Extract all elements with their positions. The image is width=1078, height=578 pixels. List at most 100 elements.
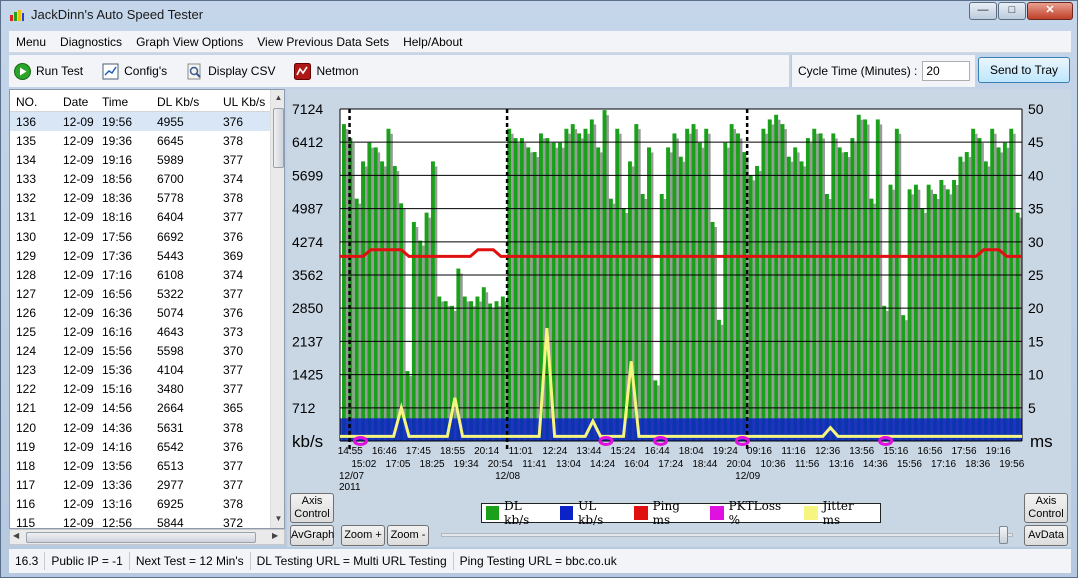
legend-dl-swatch [486,506,500,520]
table-row[interactable]: 136 12-09 19:56 4955 376 [10,112,270,132]
dl-bar [875,119,880,441]
table-row[interactable]: 119 12-09 14:16 6542 376 [10,437,270,456]
menu-help-about[interactable]: Help/About [403,34,463,49]
graph-slider-thumb[interactable] [999,526,1008,544]
cell-no: 133 [16,172,37,187]
close-button[interactable]: ✕ [1027,2,1073,20]
cell-dl: 6404 [157,210,184,225]
cell-no: 124 [16,344,37,359]
graph-slider-track[interactable] [441,533,1013,537]
axis-control-right-button[interactable]: Axis Control [1024,493,1068,523]
header-dl[interactable]: DL Kb/s [157,95,200,109]
table-row[interactable]: 128 12-09 17:16 6108 374 [10,265,270,284]
minimize-button[interactable]: — [969,2,997,20]
dl-bar-shadow [600,152,603,442]
table-row[interactable]: 134 12-09 19:16 5989 377 [10,150,270,169]
cell-dl: 6692 [157,229,184,244]
dl-bar [869,198,874,441]
table-row[interactable]: 127 12-09 16:56 5322 377 [10,284,270,303]
menu-view-previous-data-sets[interactable]: View Previous Data Sets [257,34,390,49]
header-ul[interactable]: UL Kb/s [223,95,266,109]
zoom-out-button[interactable]: Zoom - [387,525,429,546]
scroll-up-arrow[interactable]: ▲ [274,93,283,102]
dl-bar [780,124,785,442]
dl-bar-shadow [759,171,762,441]
cycle-time-input[interactable]: 20 [922,61,971,81]
dl-bar-shadow [708,133,711,441]
x-tick-label-top: 12:24 [542,446,567,457]
header-time[interactable]: Time [102,95,129,109]
table-row[interactable]: 135 12-09 19:36 6645 378 [10,131,270,150]
dl-bar-shadow [542,138,546,441]
horizontal-scroll-thumb[interactable] [26,532,256,543]
cell-ul: 374 [223,172,244,187]
menu-menu[interactable]: Menu [16,34,47,49]
grid-vertical-scrollbar[interactable]: ▲ ▼ [270,90,284,528]
vertical-scroll-thumb[interactable] [273,108,284,168]
dl-bar-shadow [828,199,832,441]
table-row[interactable]: 125 12-09 16:16 4643 373 [10,322,270,341]
cell-date: 12-09 [63,477,94,492]
x-tick-label-bottom: 17:24 [658,459,683,470]
dl-bar [424,212,429,441]
table-row[interactable]: 116 12-09 13:16 6925 378 [10,494,270,513]
table-row[interactable]: 126 12-09 16:36 5074 376 [10,303,270,322]
table-row[interactable]: 118 12-09 13:56 6513 377 [10,456,270,475]
display-csv-button[interactable]: Display CSV [186,63,275,80]
maximize-button[interactable]: □ [998,2,1026,20]
table-row[interactable]: 117 12-09 13:36 2977 377 [10,475,270,494]
dl-bar [913,184,918,441]
scroll-right-arrow[interactable]: ▶ [272,531,279,540]
cell-ul: 377 [223,210,244,225]
table-row[interactable]: 124 12-09 15:56 5598 370 [10,341,270,360]
table-row[interactable]: 132 12-09 18:36 5778 378 [10,188,270,207]
toolbar: Run Test Config's Display CSV Netmon [9,55,789,87]
table-row[interactable]: 115 12-09 12:56 5844 372 [10,513,270,529]
run-test-button[interactable]: Run Test [14,62,83,80]
dl-bar [812,128,817,441]
table-row[interactable]: 131 12-09 18:16 6404 377 [10,207,270,226]
dl-bar [608,198,613,441]
cell-ul: 376 [223,229,244,244]
table-row[interactable]: 120 12-09 14:36 5631 378 [10,418,270,437]
table-row[interactable]: 133 12-09 18:56 6700 374 [10,169,270,188]
axis-control-left-button[interactable]: Axis Control [290,493,334,523]
dl-bar-shadow [581,138,584,441]
dl-bar-shadow [650,152,654,442]
cell-time: 13:16 [102,496,133,511]
cell-time: 18:16 [102,210,133,225]
table-row[interactable]: 123 12-09 15:36 4104 377 [10,360,270,379]
cell-date: 12-09 [63,515,94,529]
scroll-down-arrow[interactable]: ▼ [274,514,283,523]
cell-no: 119 [16,439,36,454]
table-row[interactable]: 130 12-09 17:56 6692 376 [10,227,270,246]
left-tick-label: 4987 [292,201,323,217]
table-row[interactable]: 121 12-09 14:56 2664 365 [10,398,270,417]
dl-bar [570,124,575,442]
avdata-button[interactable]: AvData [1024,525,1068,546]
dl-bar-shadow [593,124,597,441]
netmon-button[interactable]: Netmon [294,62,359,80]
avgraph-button[interactable]: AvGraph [290,525,334,546]
window-title: JackDinn's Auto Speed Tester [31,7,204,22]
menu-diagnostics[interactable]: Diagnostics [60,34,123,49]
legend-ping-swatch [634,506,648,520]
scroll-left-arrow[interactable]: ◀ [13,531,20,540]
configs-button[interactable]: Config's [102,63,167,80]
table-row[interactable]: 122 12-09 15:16 3480 377 [10,379,270,398]
header-date[interactable]: Date [63,95,89,109]
menu-graph-view-options[interactable]: Graph View Options [136,34,244,49]
cell-time: 18:36 [102,191,133,206]
grid-horizontal-scrollbar[interactable]: ◀ ▶ [9,529,285,545]
dl-bar [786,156,791,441]
table-row[interactable]: 129 12-09 17:36 5443 369 [10,246,270,265]
send-to-tray-button[interactable]: Send to Tray [978,57,1070,83]
x-tick-label-top: 11:16 [781,446,806,457]
dl-bar-shadow [701,147,705,441]
cell-no: 127 [16,286,37,301]
header-no[interactable]: NO. [16,95,38,109]
dl-bar [710,221,715,441]
dl-bar-shadow [612,203,616,441]
date-label: 12/08 [495,471,520,482]
zoom-in-button[interactable]: Zoom + [341,525,385,546]
